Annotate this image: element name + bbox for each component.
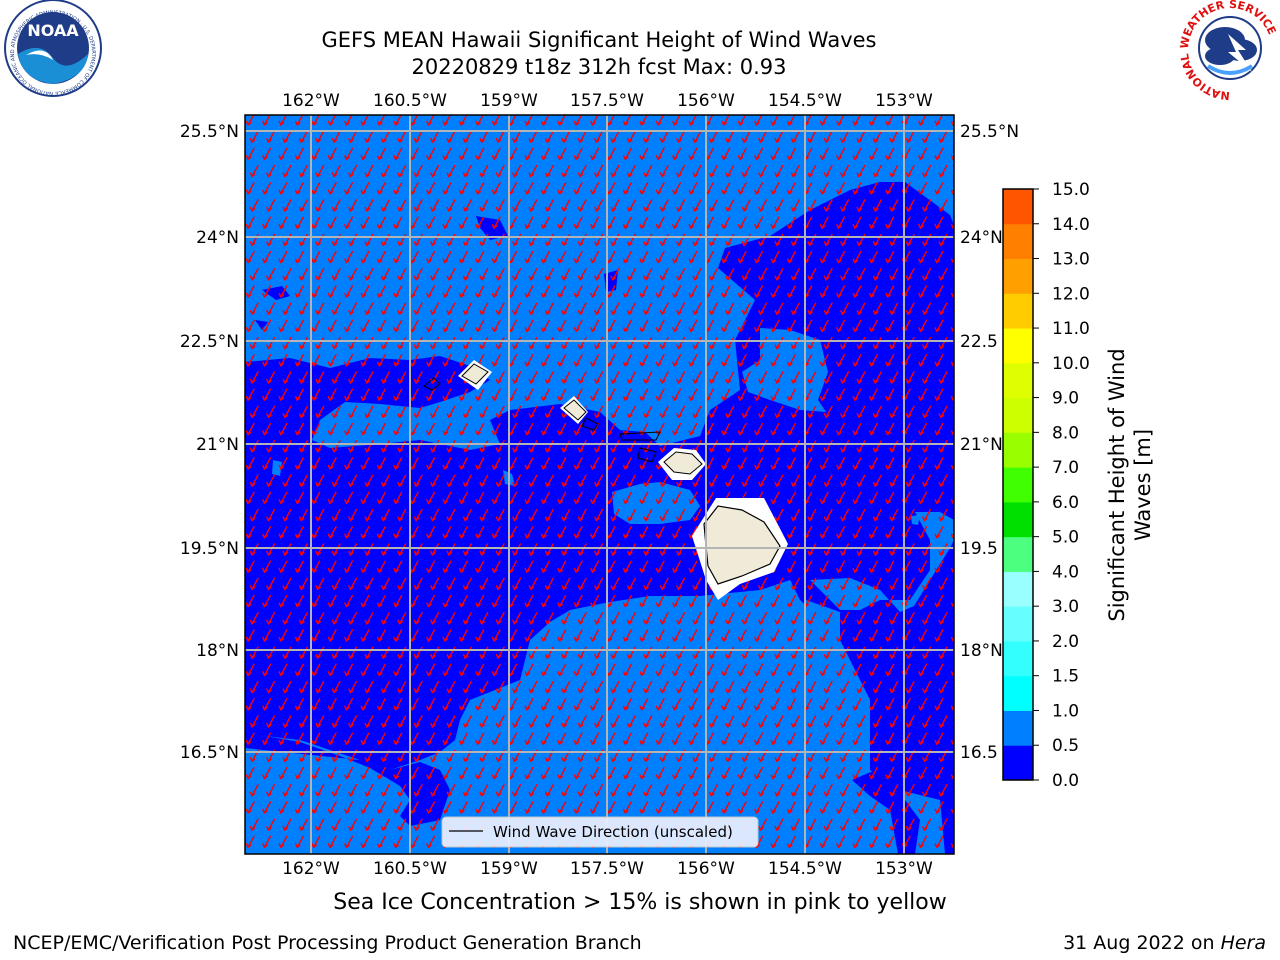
map-frame: [244, 114, 955, 855]
date-value: 31 Aug 2022 on: [1063, 932, 1215, 954]
colorbar-cell: [1003, 710, 1033, 746]
colorbar-tick-label: 12.0: [1052, 284, 1090, 304]
lat-label-left: 25.5°N: [180, 122, 239, 142]
lon-labels-bottom: 162°W 160.5°W 159°W 157.5°W 156°W 154.5°W 153°…: [282, 859, 933, 879]
chart-subtitle: 20220829 t18z 312h fcst Max: 0.93: [411, 55, 787, 79]
colorbar-label-line2: Waves [m]: [1131, 429, 1155, 541]
colorbar: 0.0 0.5 1.0 1.5 2.0 3.0 4.0 5.0 6.0 7.0 8.0 9.0 10.0…: [1002, 180, 1155, 791]
lat-labels-left: 25.5°N 24°N 22.5°N 21°N 19.5°N 18°N 16.5°N: [180, 122, 239, 763]
colorbar-frame: [1002, 188, 1034, 781]
lat-label-left: 21°N: [196, 435, 239, 455]
colorbar-cell: [1003, 606, 1033, 642]
lat-label-right: 18°N: [960, 641, 1003, 661]
colorbar-tick-label: 0.0: [1052, 771, 1079, 791]
map-area: [245, 115, 954, 854]
colorbar-tick-label: 11.0: [1052, 319, 1090, 339]
lon-label-bottom: 154.5°W: [768, 859, 842, 879]
colorbar-cell: [1003, 745, 1033, 781]
lon-label-top: 157.5°W: [570, 91, 644, 111]
colorbar-tick-label: 7.0: [1052, 458, 1079, 478]
colorbar-cell: [1003, 189, 1033, 225]
lon-label-top: 159°W: [480, 91, 538, 111]
lat-label-right: 16.5: [960, 743, 998, 763]
lon-label-top: 156°W: [677, 91, 735, 111]
noaa-logo: NOAA NATIONAL OCEANIC AND ATMOSPHERIC AD…: [4, 0, 102, 97]
colorbar-cell: [1003, 571, 1033, 607]
colorbar-cell: [1003, 675, 1033, 711]
colorbar-tick-label: 0.5: [1052, 736, 1079, 756]
legend: Wind Wave Direction (unscaled): [441, 816, 759, 848]
credit-text: NCEP/EMC/Verification Post Processing Pr…: [13, 932, 642, 954]
colorbar-tick-label: 2.0: [1052, 632, 1079, 652]
date-text: 31 Aug 2022 on Hera: [1063, 932, 1266, 954]
colorbar-cell: [1003, 501, 1033, 538]
lat-label-left: 19.5°N: [180, 539, 239, 559]
lat-label-left: 16.5°N: [180, 743, 239, 763]
lon-label-top: 153°W: [875, 91, 933, 111]
lat-label-left: 22.5°N: [180, 332, 239, 352]
lon-label-bottom: 159°W: [480, 859, 538, 879]
noaa-logo-text: NOAA: [27, 21, 79, 40]
colorbar-cell: [1003, 328, 1033, 364]
lon-label-bottom: 157.5°W: [570, 859, 644, 879]
colorbar-cell: [1003, 397, 1033, 433]
colorbar-cell: [1003, 640, 1033, 677]
colorbar-tick-label: 1.0: [1052, 701, 1079, 721]
lat-label-right: 24°N: [960, 228, 1003, 248]
lat-label-right: 21°N: [960, 435, 1003, 455]
host-name: Hera: [1220, 932, 1266, 954]
lon-label-bottom: 160.5°W: [373, 859, 447, 879]
colorbar-cell: [1003, 362, 1033, 399]
island-oahu: [560, 396, 599, 431]
lon-label-top: 160.5°W: [373, 91, 447, 111]
colorbar-tick-label: 8.0: [1052, 423, 1079, 443]
colorbar-tick-label: 13.0: [1052, 250, 1090, 270]
legend-label: Wind Wave Direction (unscaled): [493, 823, 733, 841]
chart-title: GEFS MEAN Hawaii Significant Height of W…: [321, 28, 877, 52]
lon-label-bottom: 156°W: [677, 859, 735, 879]
colorbar-cell: [1003, 467, 1033, 503]
lat-labels-right: 25.5°N 24°N 22.5 21°N 19.5 18°N 16.5: [960, 122, 1019, 763]
colorbar-label-line1: Significant Height of Wind: [1105, 348, 1129, 621]
lon-labels-top: 162°W 160.5°W 159°W 157.5°W 156°W 154.5°W 153°…: [282, 91, 933, 111]
colorbar-tick-label: 6.0: [1052, 493, 1079, 513]
colorbar-cell: [1003, 223, 1033, 260]
colorbar-tick-label: 3.0: [1052, 597, 1079, 617]
colorbar-tick-label: 15.0: [1052, 180, 1090, 200]
lat-label-left: 24°N: [196, 228, 239, 248]
colorbar-tick-label: 4.0: [1052, 562, 1079, 582]
colorbar-tick-label: 14.0: [1052, 215, 1090, 235]
lon-label-bottom: 162°W: [282, 859, 340, 879]
island-molokai-maui: [619, 431, 706, 480]
lon-label-top: 162°W: [282, 91, 340, 111]
colorbar-tick-label: 1.5: [1052, 667, 1079, 687]
colorbar-tick-label: 10.0: [1052, 354, 1090, 374]
ocean-light-overlays: [272, 328, 954, 648]
lat-label-right: 22.5: [960, 332, 998, 352]
sea-ice-note: Sea Ice Concentration > 15% is shown in …: [333, 890, 947, 915]
lat-label-left: 18°N: [196, 641, 239, 661]
lat-label-right: 19.5: [960, 539, 998, 559]
colorbar-cell: [1003, 258, 1033, 294]
colorbar-cell: [1003, 293, 1033, 329]
colorbar-tick-label: 9.0: [1052, 389, 1079, 409]
graticule: [245, 115, 954, 854]
colorbar-cell: [1003, 432, 1033, 468]
colorbar-tick-label: 5.0: [1052, 528, 1079, 548]
colorbar-cell: [1003, 536, 1033, 572]
lon-label-top: 154.5°W: [768, 91, 842, 111]
island-niihau-kauai: [423, 360, 492, 391]
lat-label-right: 25.5°N: [960, 122, 1019, 142]
lon-label-bottom: 153°W: [875, 859, 933, 879]
nws-logo: NATIONAL WEATHER SERVICE: [1178, 0, 1279, 102]
